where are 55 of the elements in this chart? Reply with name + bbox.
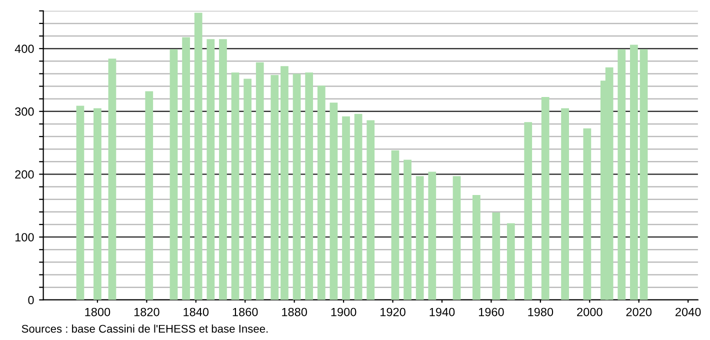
bar <box>541 96 550 300</box>
bar <box>354 114 362 300</box>
bar <box>472 194 480 300</box>
bar <box>76 106 84 300</box>
bar <box>618 49 626 300</box>
x-tick-label: 1880 <box>282 308 307 316</box>
bar <box>231 72 240 300</box>
bar <box>270 74 279 300</box>
bar <box>630 44 638 300</box>
bar <box>366 120 375 300</box>
bar <box>583 128 592 300</box>
bar <box>330 102 338 300</box>
bar <box>492 212 500 300</box>
x-tick-label: 2000 <box>577 308 602 316</box>
x-tick-label: 1920 <box>380 308 406 316</box>
bar <box>404 160 412 300</box>
bar <box>244 78 252 300</box>
bar <box>108 58 116 300</box>
bar <box>206 39 215 300</box>
bar <box>219 39 227 300</box>
y-tick-label: 300 <box>15 107 34 116</box>
x-tick-label: 1820 <box>134 308 160 316</box>
bar <box>416 176 424 300</box>
bar <box>194 12 202 300</box>
bar <box>524 122 532 300</box>
bar <box>145 91 154 300</box>
x-tick-label: 1860 <box>232 308 258 316</box>
bar <box>170 49 178 300</box>
bar <box>280 66 288 300</box>
source-note: Sources : base Cassini de l'EHESS et base Insee. <box>22 324 268 333</box>
x-tick-label: 1960 <box>478 308 504 316</box>
y-tick-label: 200 <box>15 170 34 179</box>
bar <box>256 62 264 300</box>
bar <box>506 223 515 300</box>
x-tick-label: 1900 <box>331 308 356 316</box>
x-tick-label: 1980 <box>528 308 554 316</box>
bar <box>391 150 400 300</box>
bar <box>317 86 326 300</box>
bar <box>292 74 301 300</box>
x-tick-label: 2020 <box>626 308 652 316</box>
bar <box>182 37 190 300</box>
bar <box>428 172 436 300</box>
bar <box>94 108 102 300</box>
y-tick-label: 400 <box>14 44 34 53</box>
y-tick-label: 100 <box>15 233 34 242</box>
bar <box>342 116 350 300</box>
bar <box>640 49 648 300</box>
x-tick-label: 1840 <box>184 308 209 316</box>
bar <box>561 108 569 300</box>
y-tick-label: 0 <box>28 296 34 304</box>
x-tick-label: 1800 <box>85 308 110 316</box>
bar <box>305 72 314 300</box>
x-tick-label: 1940 <box>430 308 455 316</box>
bar <box>452 176 461 300</box>
x-tick-label: 2040 <box>676 308 701 316</box>
